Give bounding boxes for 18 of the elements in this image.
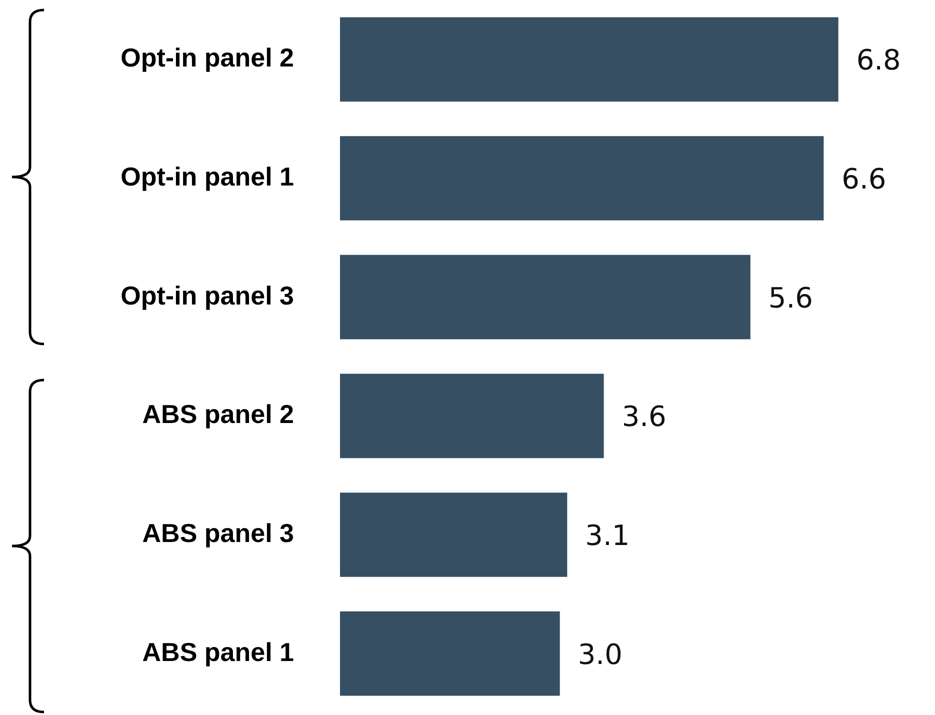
- data-label: 3.6: [622, 400, 666, 434]
- y-tick-label: Opt-in panel 2: [120, 42, 294, 73]
- data-label: 5.6: [768, 281, 813, 314]
- data-label: 3.0: [578, 638, 622, 671]
- bar: [340, 136, 824, 220]
- bar: [340, 254, 750, 340]
- y-tick-label: Opt-in panel 1: [120, 161, 294, 192]
- y-tick-label: ABS panel 2: [142, 399, 294, 430]
- data-label: 6.6: [842, 162, 886, 196]
- data-label: 6.8: [856, 44, 901, 77]
- bar: [340, 492, 568, 577]
- y-tick-label: ABS panel 1: [142, 636, 294, 667]
- y-tick-label: Opt-in panel 3: [120, 280, 294, 310]
- y-tick-label: ABS panel 3: [142, 518, 294, 548]
- bar: [340, 374, 604, 458]
- data-label: 3.1: [585, 519, 630, 552]
- bar: [340, 17, 838, 102]
- bar: [340, 611, 560, 696]
